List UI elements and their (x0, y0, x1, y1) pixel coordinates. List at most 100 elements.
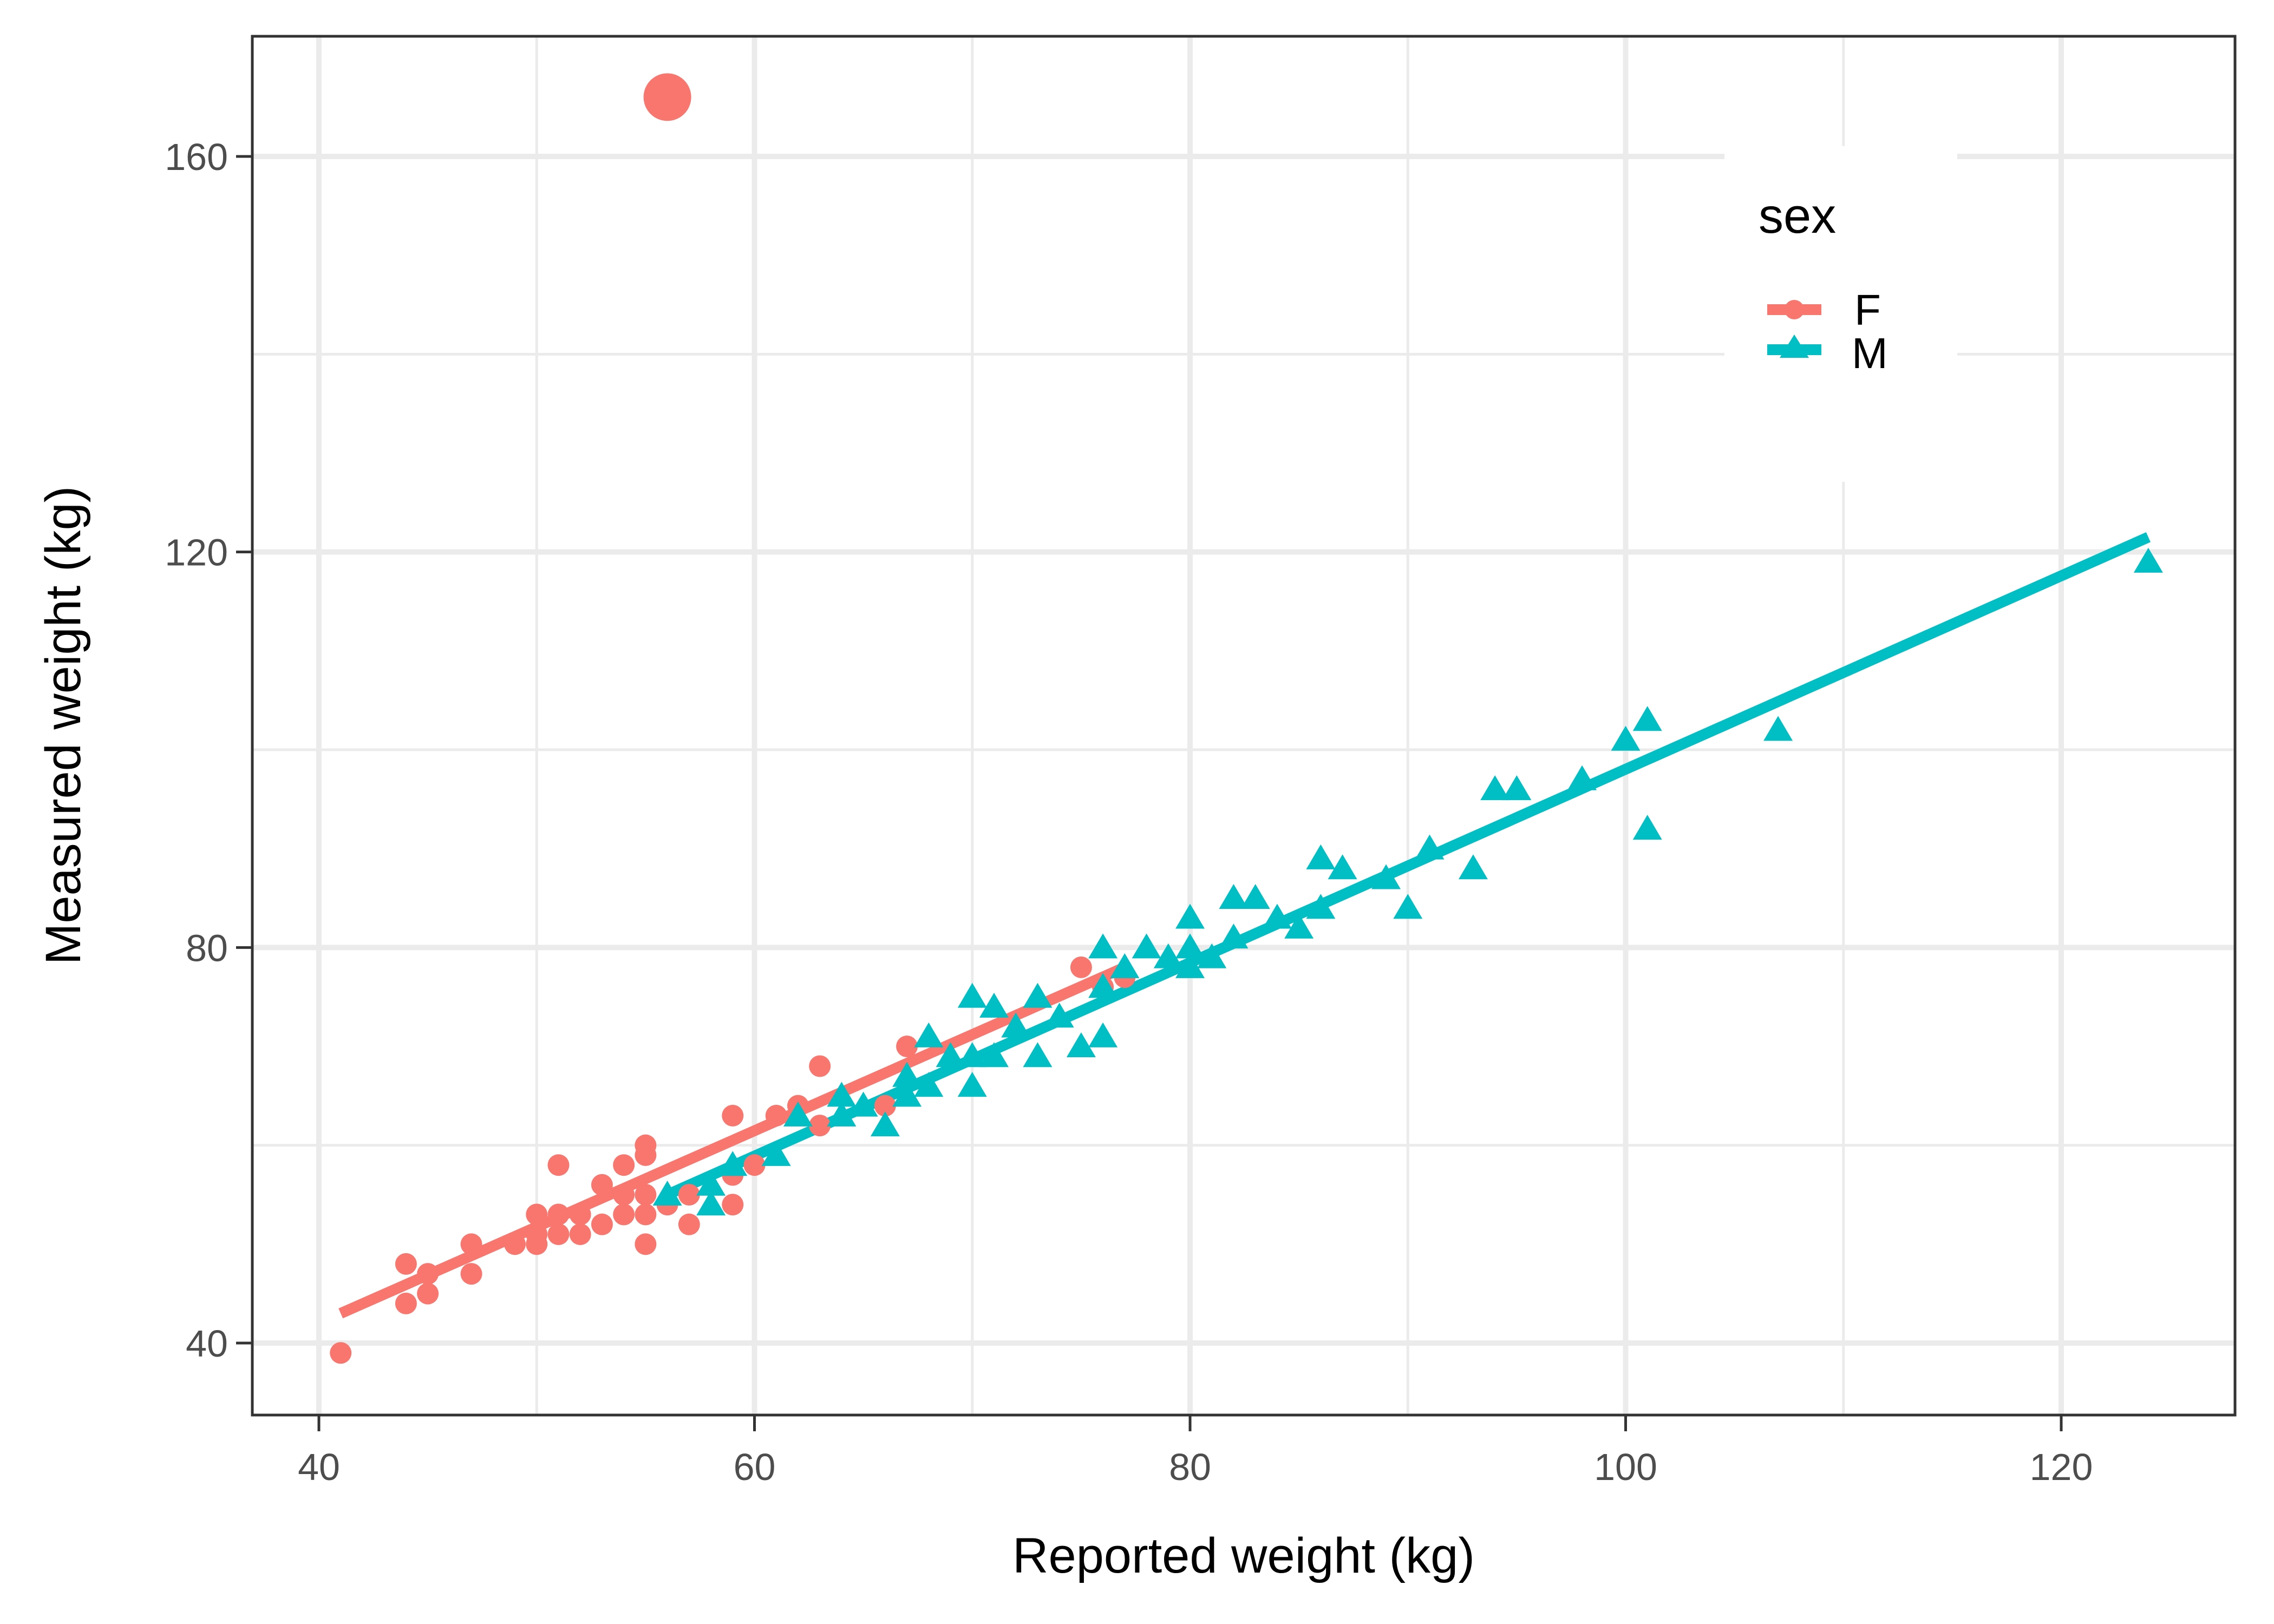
y-tick-label: 80 (186, 927, 228, 969)
data-point-f (743, 1154, 766, 1176)
data-point-m (870, 1111, 900, 1137)
data-point-f (547, 1154, 570, 1176)
x-axis: 40 60 80 100 120 (298, 1415, 2093, 1488)
data-point-f (722, 1194, 744, 1216)
data-point-m (718, 1151, 748, 1176)
x-tick-label: 80 (1169, 1446, 1211, 1488)
data-point-f (591, 1213, 613, 1235)
data-point-m (1458, 854, 1488, 880)
legend-key-triangle-icon (1780, 335, 1809, 358)
data-point-m (1393, 894, 1423, 919)
data-point-m (696, 1170, 726, 1196)
data-point-m (696, 1190, 726, 1216)
data-point-m (1306, 844, 1336, 869)
data-point-f (547, 1203, 570, 1226)
data-point-f (417, 1263, 439, 1285)
data-point-f (395, 1292, 417, 1314)
data-point-m (1175, 953, 1205, 978)
data-point-m (1632, 815, 1662, 840)
data-point-f (765, 1104, 787, 1127)
data-point-f (874, 1095, 896, 1117)
data-point-m (652, 1181, 682, 1206)
data-point-f (635, 1184, 657, 1206)
data-point-f (635, 1233, 657, 1255)
data-point-f (526, 1203, 548, 1226)
y-axis: 40 80 120 160 (165, 136, 252, 1365)
legend-background (1724, 146, 1957, 482)
data-point-m (1197, 943, 1227, 968)
data-point-m (848, 1091, 878, 1117)
data-point-f (417, 1282, 439, 1305)
y-tick-label: 40 (186, 1322, 228, 1365)
data-point-m (957, 983, 987, 1008)
data-point-m (1219, 884, 1249, 909)
data-point-m (1262, 903, 1292, 929)
data-point-f (330, 1342, 352, 1364)
data-point-m (1175, 933, 1205, 959)
data-point-f (526, 1223, 548, 1246)
data-point-f (460, 1263, 482, 1285)
legend-item-f: F (1767, 286, 1881, 334)
data-point-m (892, 1082, 922, 1107)
y-axis-title: Measured weight (kg) (36, 486, 91, 965)
data-point-f (722, 1104, 744, 1127)
data-point-m (1567, 765, 1597, 790)
data-point-f (504, 1233, 526, 1255)
data-point-m (1023, 983, 1053, 1008)
data-point-f (395, 1253, 417, 1275)
data-point-m (1763, 716, 1793, 741)
data-point-m (1088, 973, 1118, 998)
legend-label-f: F (1854, 286, 1881, 334)
data-point-m (914, 1072, 944, 1097)
data-point-m (957, 1072, 987, 1097)
data-point-m (1023, 1042, 1053, 1068)
data-point-m (1371, 864, 1401, 889)
data-points (330, 73, 2163, 1364)
legend-title: sex (1759, 188, 1836, 244)
data-point-m (1088, 1022, 1118, 1047)
data-point-f (591, 1174, 613, 1196)
data-point-m (1415, 834, 1445, 860)
data-point-f (613, 1154, 635, 1176)
x-tick-label: 40 (298, 1446, 340, 1488)
data-point-m (1001, 1012, 1031, 1038)
data-point-m (1066, 1032, 1096, 1057)
data-point-m (2133, 547, 2163, 573)
x-tick-label: 120 (2030, 1446, 2093, 1488)
data-point-f (1070, 956, 1092, 978)
data-point-m (827, 1101, 857, 1127)
data-point-f (569, 1203, 591, 1226)
data-point-m (1328, 854, 1357, 880)
data-point-f (809, 1115, 831, 1137)
data-point-f (547, 1223, 570, 1246)
data-point-f (613, 1184, 635, 1206)
data-point-f (896, 1036, 918, 1057)
data-point-m (1306, 894, 1336, 919)
data-point-m (1132, 933, 1161, 959)
data-point-m (957, 1042, 987, 1068)
data-point-m (1088, 933, 1118, 959)
data-point-f (809, 1055, 831, 1077)
data-point-f (460, 1233, 482, 1255)
data-point-m (892, 1062, 922, 1087)
data-point-f (569, 1223, 591, 1246)
fit-line-f (338, 962, 1127, 1319)
data-point-f (678, 1184, 700, 1206)
legend: sex F M (1724, 146, 1957, 482)
x-axis-title: Reported weight (kg) (1012, 1528, 1475, 1583)
data-point-m (1611, 725, 1641, 751)
data-point-f (613, 1203, 635, 1226)
data-point-m (1632, 706, 1662, 731)
data-point-m (979, 992, 1009, 1018)
outlier-point-f (643, 73, 691, 121)
data-point-m (1110, 953, 1140, 978)
y-tick-label: 120 (165, 532, 228, 574)
legend-item-m: M (1767, 329, 1888, 377)
data-point-m (914, 1022, 944, 1047)
data-point-f (635, 1203, 657, 1226)
panel-border (251, 35, 2237, 1417)
data-point-m (979, 1042, 1009, 1068)
y-tick-label: 160 (165, 136, 228, 178)
data-point-m (1044, 1003, 1074, 1028)
